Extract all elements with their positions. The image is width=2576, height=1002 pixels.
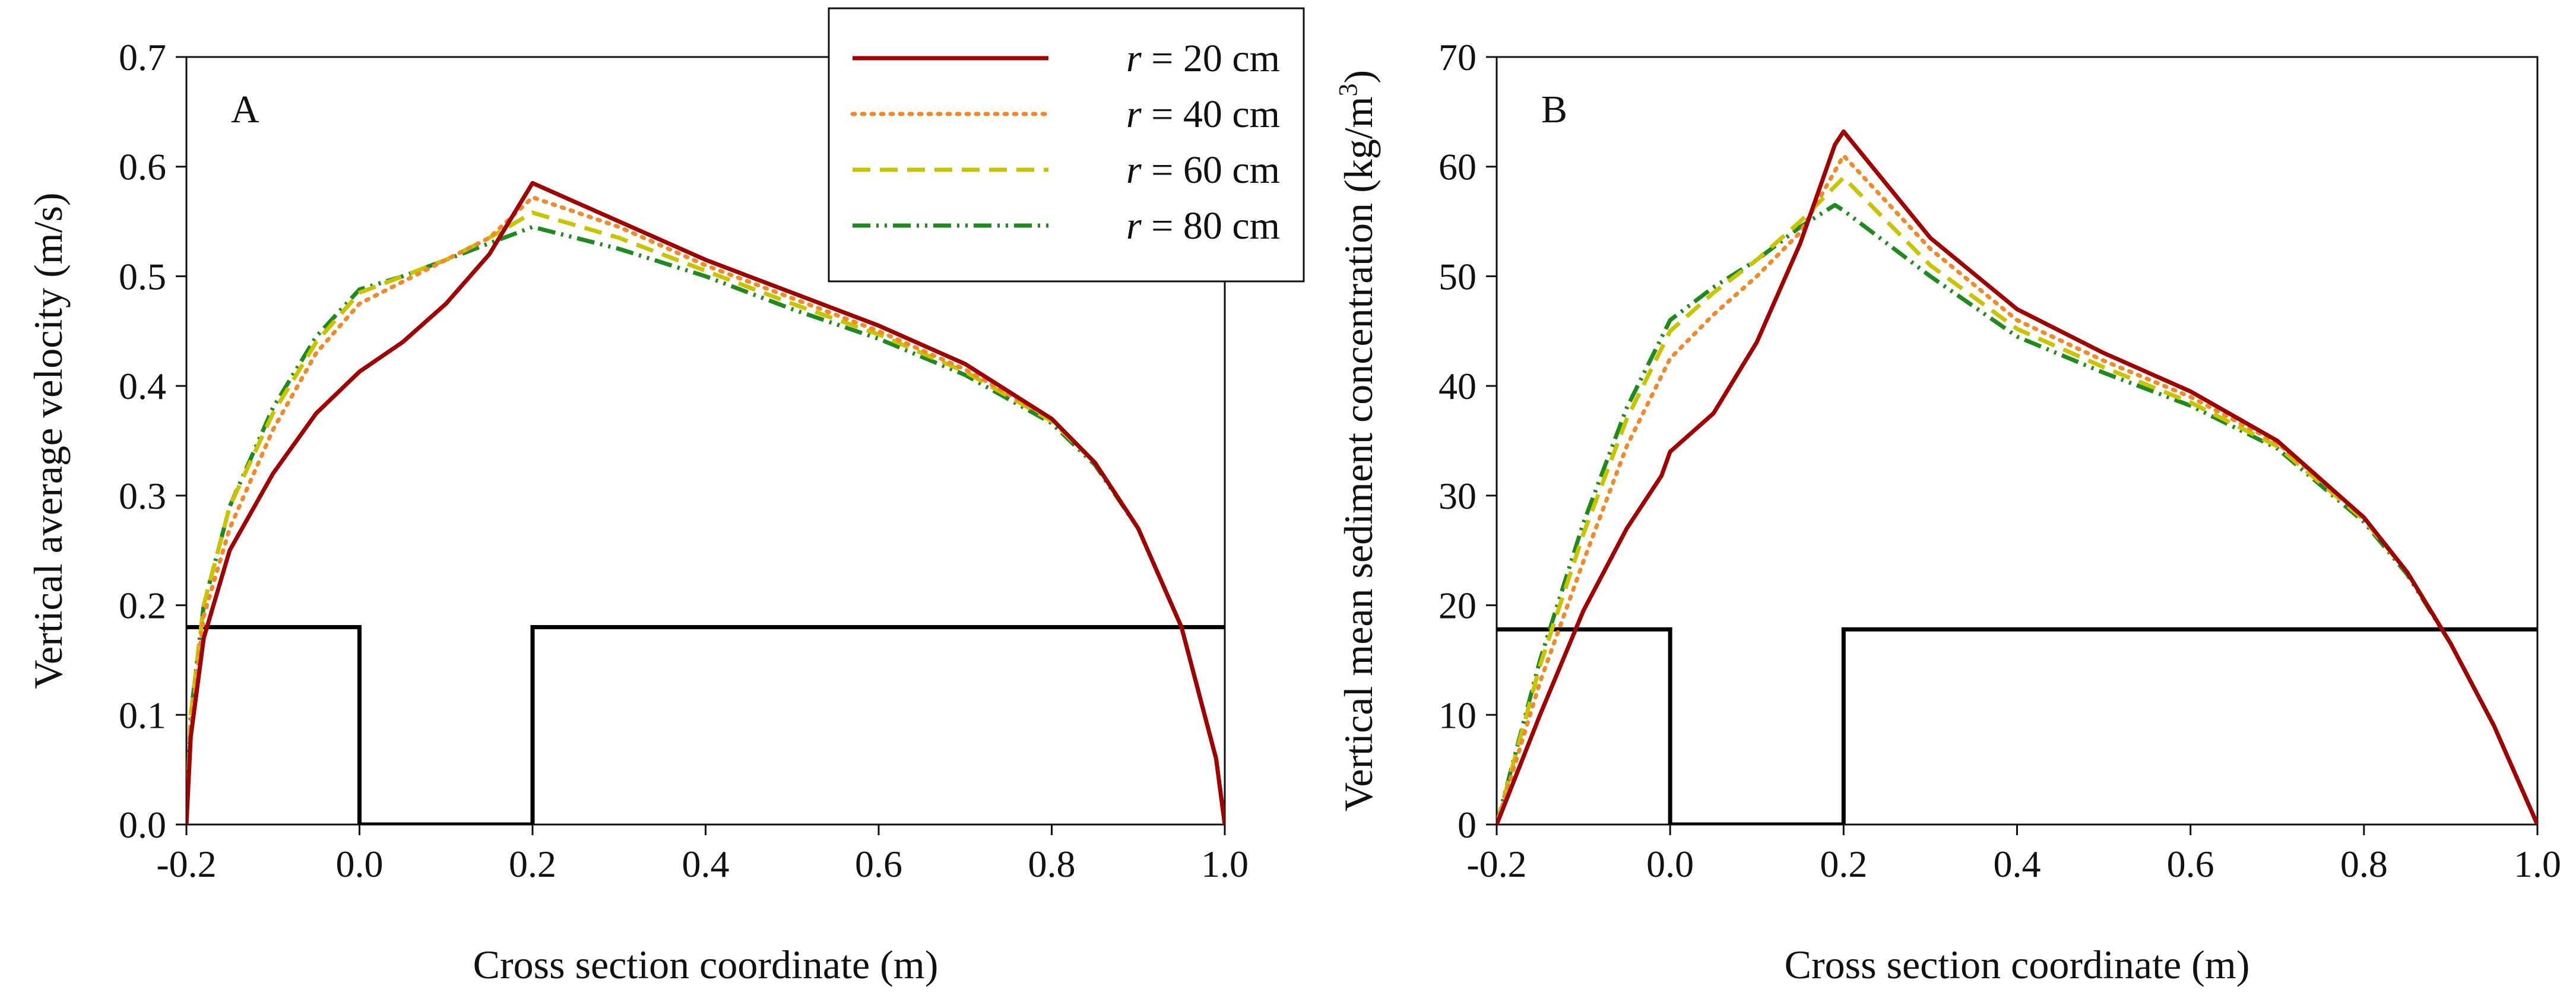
x-tick-label: 1.0 (1201, 843, 1249, 885)
legend-value: = 80 cm (1142, 204, 1280, 248)
y-tick-label: 40 (1438, 365, 1476, 407)
y-axis-title: Vertical average velocity (m/s) (26, 192, 71, 689)
legend-variable: r (1126, 148, 1142, 192)
series-line-r80 (186, 224, 1225, 825)
y-tick-label: 0 (1457, 804, 1476, 846)
series-line-r40 (1497, 153, 2537, 825)
y-tick-label: 0.2 (119, 585, 166, 627)
x-tick-label: 0.4 (682, 843, 730, 885)
x-tick-label: 0.6 (855, 843, 902, 885)
legend-entry-label: r = 40 cm (1126, 93, 1280, 136)
series-line-r20 (1497, 129, 2537, 825)
y-tick-label: 0.5 (119, 255, 166, 297)
panel-label: A (231, 88, 259, 131)
y-axis-title-superscript: 3 (1333, 83, 1363, 96)
panel-a-chart: -0.2 0.0 0.2 0.4 0.6 0.8 1.00.00.10.20.30.40.5… (26, 36, 1249, 987)
x-tick-label: 1.0 (2514, 843, 2561, 885)
x-tick-label: 0.4 (1994, 843, 2041, 885)
y-tick-label: 60 (1438, 146, 1476, 188)
y-tick-label: 70 (1438, 36, 1476, 78)
x-tick-label: -0.2 (1466, 843, 1526, 885)
y-tick-label: 50 (1438, 255, 1476, 297)
legend-entry-label: r = 20 cm (1126, 37, 1280, 80)
y-tick-label: 0.0 (119, 804, 166, 846)
y-tick-label: 0.6 (119, 146, 166, 188)
panel-b-chart: -0.2 0.0 0.2 0.4 0.6 0.8 1.0 0 10 20 30 40 50 60 70 Cro… (1333, 36, 2561, 987)
x-tick-label: 0.2 (509, 843, 556, 885)
legend-entry-label: r = 60 cm (1126, 148, 1280, 192)
legend-variable: r (1126, 204, 1142, 248)
y-tick-label: 0.3 (119, 475, 166, 517)
x-tick-label: 0.8 (2340, 843, 2388, 885)
x-tick-label: 0.2 (1820, 843, 1867, 885)
series-line-r20 (186, 180, 1225, 825)
channel-profile-line (186, 625, 1225, 825)
x-axis-title: Cross section coordinate (m) (473, 942, 939, 987)
x-tick-label: 0.6 (2167, 843, 2214, 885)
legend-value: = 20 cm (1142, 37, 1280, 80)
legend-box (828, 7, 1305, 283)
y-axis-title-main: Vertical average velocity (m/s) (26, 192, 71, 689)
y-tick-label: 0.4 (119, 365, 166, 407)
x-tick-label: -0.2 (156, 843, 216, 885)
series-line-r60 (186, 210, 1225, 825)
y-tick-label: 0.1 (119, 694, 166, 736)
x-tick-label: 0.0 (336, 843, 384, 885)
legend-variable: r (1126, 37, 1142, 80)
legend-entry-label: r = 80 cm (1126, 204, 1280, 248)
y-tick-label: 20 (1438, 585, 1476, 627)
channel-profile-line (1497, 627, 2537, 825)
x-axis-title: Cross section coordinate (m) (1785, 942, 2250, 987)
y-tick-label: 30 (1438, 475, 1476, 517)
legend-value: = 40 cm (1142, 93, 1280, 136)
x-tick-label: 0.0 (1646, 843, 1694, 885)
panel-label: B (1541, 88, 1567, 131)
legend-value: = 60 cm (1142, 148, 1280, 192)
y-tick-label: 10 (1438, 694, 1476, 736)
y-axis-title: Vertical mean sediment concentration (kg… (1333, 70, 1381, 811)
y-axis-title-main: Vertical mean sediment concentration (kg… (1336, 96, 1381, 811)
legend: r = 20 cmr = 40 cmr = 60 cmr = 80 cm (828, 7, 1305, 283)
x-tick-label: 0.8 (1028, 843, 1076, 885)
y-tick-label: 0.7 (119, 36, 166, 78)
legend-variable: r (1126, 93, 1142, 136)
y-axis-title-suffix: ) (1336, 70, 1381, 84)
